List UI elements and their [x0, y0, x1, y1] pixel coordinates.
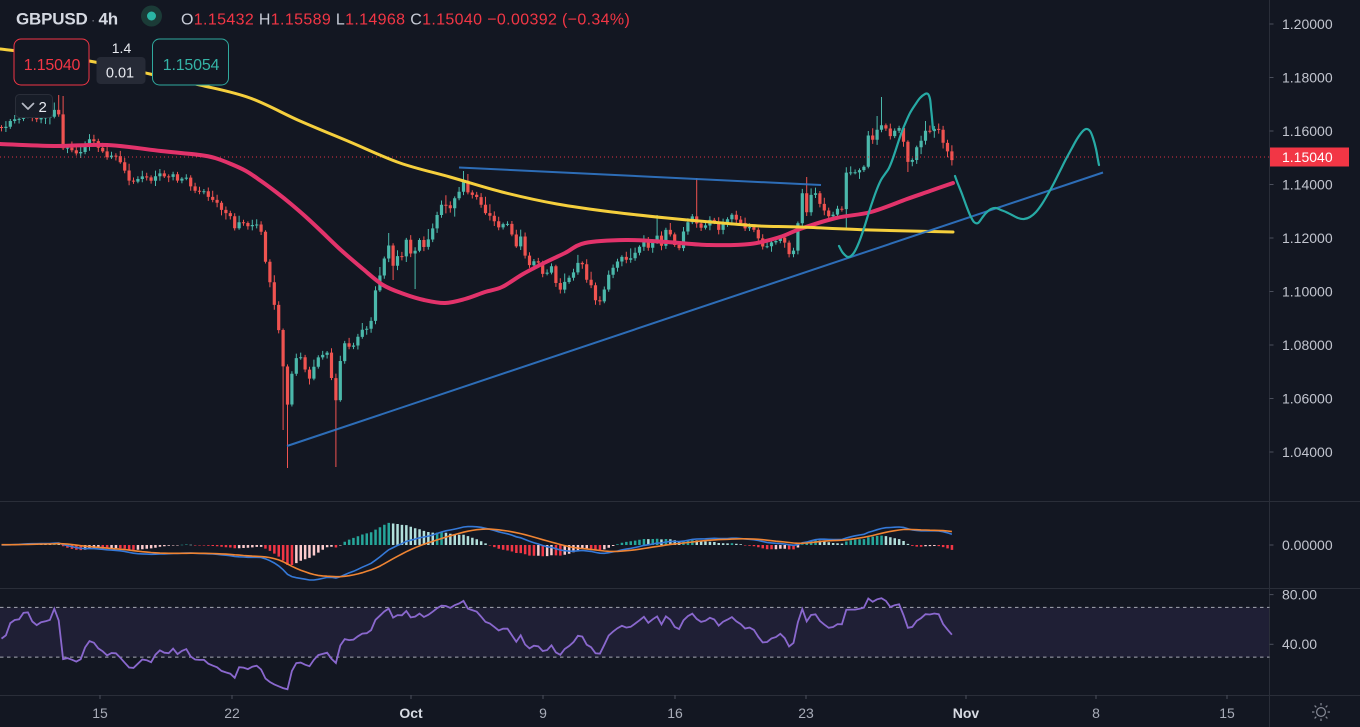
svg-text:0.01: 0.01 [106, 66, 134, 82]
svg-text:1.12000: 1.12000 [1282, 230, 1333, 246]
svg-text:1.15040: 1.15040 [1282, 149, 1333, 165]
svg-text:2: 2 [39, 99, 47, 116]
svg-text:1.04000: 1.04000 [1282, 444, 1333, 460]
svg-text:16: 16 [667, 705, 683, 721]
svg-text:40.00: 40.00 [1282, 636, 1317, 652]
svg-text:1.10000: 1.10000 [1282, 283, 1333, 299]
svg-text:1.15054: 1.15054 [163, 57, 220, 74]
svg-text:O1.15432 H1.15589 L1.14968 C1.: O1.15432 H1.15589 L1.14968 C1.15040 −0.0… [181, 12, 630, 29]
svg-text:GBPUSD · 4h: GBPUSD · 4h [16, 10, 118, 29]
svg-text:80.00: 80.00 [1282, 586, 1317, 602]
svg-text:15: 15 [92, 705, 108, 721]
svg-text:22: 22 [224, 705, 240, 721]
svg-text:Nov: Nov [953, 705, 980, 721]
svg-text:1.06000: 1.06000 [1282, 390, 1333, 406]
svg-text:1.20000: 1.20000 [1282, 16, 1333, 32]
svg-text:15: 15 [1219, 705, 1235, 721]
svg-text:9: 9 [539, 705, 547, 721]
svg-text:1.16000: 1.16000 [1282, 123, 1333, 139]
svg-text:23: 23 [798, 705, 814, 721]
svg-text:1.15040: 1.15040 [24, 57, 81, 74]
svg-text:0.00000: 0.00000 [1282, 537, 1333, 553]
svg-text:1.18000: 1.18000 [1282, 69, 1333, 85]
svg-text:Oct: Oct [399, 705, 423, 721]
svg-text:1.14000: 1.14000 [1282, 176, 1333, 192]
svg-text:8: 8 [1092, 705, 1100, 721]
svg-text:1.08000: 1.08000 [1282, 337, 1333, 353]
svg-text:1.4: 1.4 [112, 40, 132, 56]
